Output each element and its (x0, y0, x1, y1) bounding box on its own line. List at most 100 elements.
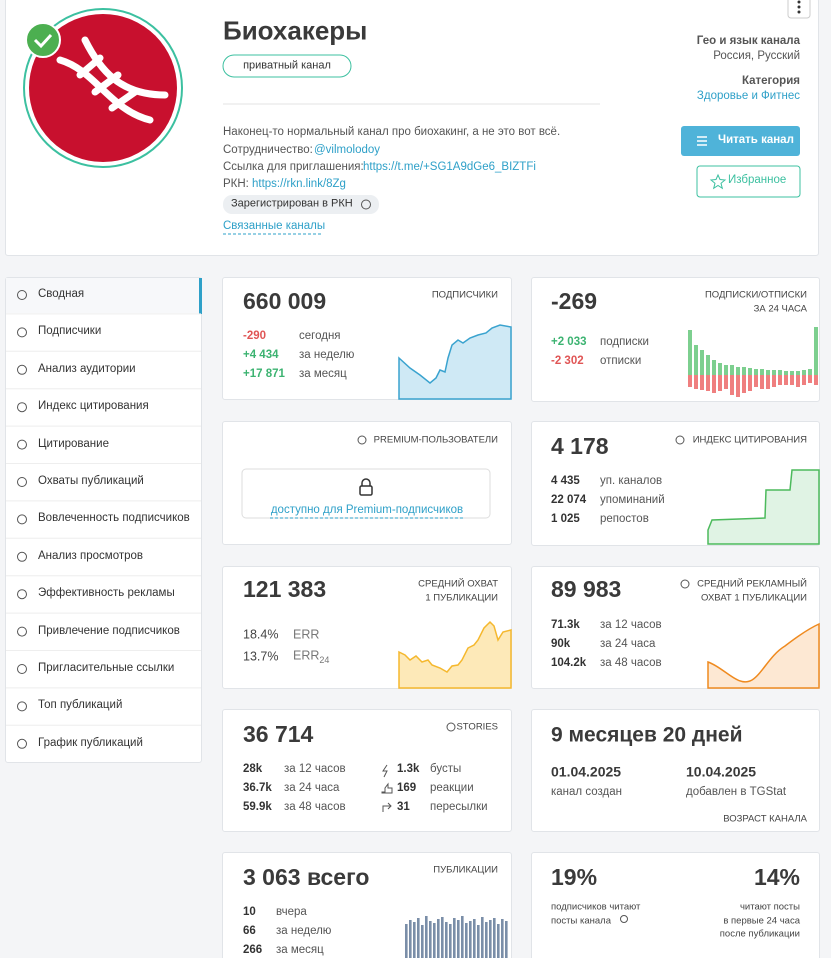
favorite-button[interactable]: Избранное (728, 174, 787, 187)
bar (485, 922, 488, 958)
card-title: ПОДПИСКИ/ОТПИСКИ (704, 289, 807, 301)
stat-label: ERR24 (293, 648, 330, 665)
stat-value: 66 (243, 925, 256, 938)
menu-link[interactable]: Охваты публикаций (38, 475, 144, 488)
bar (425, 916, 428, 958)
read-button[interactable] (681, 126, 800, 156)
stat-value: 4 435 (551, 475, 580, 488)
contact-link[interactable]: @vilmolodoy (314, 144, 381, 157)
bar (477, 925, 480, 958)
bar (688, 330, 692, 375)
menu-link[interactable]: Индекс цитирования (38, 400, 149, 413)
menu-link[interactable]: Пригласительные ссылки (38, 662, 175, 675)
avatar-logo (56, 36, 169, 124)
bar (814, 327, 818, 375)
stat-value: 90k (551, 638, 571, 651)
bar (742, 367, 746, 375)
bar (796, 371, 800, 375)
bar (730, 375, 734, 395)
bar (784, 375, 788, 385)
invite-link[interactable]: https://t.me/+SG1A9dGe6_BIZTFi (363, 161, 536, 174)
label: Ссылка для приглашения: (223, 161, 364, 174)
stat-value: 59.9k (243, 801, 272, 814)
menu-link[interactable]: Анализ аудитории (38, 362, 136, 375)
favorite-button[interactable] (696, 165, 801, 198)
bar (700, 350, 704, 375)
stat-number: 3 063 всего (243, 864, 370, 891)
stat-value: 36.7k (243, 782, 272, 795)
bar (405, 924, 408, 958)
bar (736, 375, 740, 397)
description: Наконец-то нормальный канал про биохакин… (223, 126, 561, 139)
bar (712, 375, 716, 393)
bar (772, 370, 776, 375)
card-title: СРЕДНИЙ РЕКЛАМНЫЙ (697, 578, 807, 590)
menu-link[interactable]: Подписчики (38, 325, 102, 338)
rkn-pill (223, 195, 379, 214)
bar (473, 919, 476, 958)
menu-link[interactable]: Цитирование (38, 437, 109, 450)
bar (766, 370, 770, 375)
stat-label: бусты (430, 763, 462, 776)
date-label: канал создан (551, 786, 622, 799)
caption: после публикации (719, 928, 800, 940)
channel-badge: приватный канал (243, 59, 331, 72)
verified-badge (25, 22, 61, 58)
stat-value: 71.3k (551, 619, 580, 632)
bar (694, 345, 698, 375)
bar (700, 375, 704, 390)
premium-link[interactable]: доступно для Premium-подписчиков (270, 504, 464, 517)
menu-button[interactable] (787, 0, 811, 19)
caption: посты канала (551, 914, 612, 926)
menu-link[interactable]: Привлечение подписчиков (38, 624, 180, 637)
bar (784, 371, 788, 375)
bar (808, 369, 812, 375)
bar (772, 375, 776, 387)
stat-label: ERR (293, 627, 320, 642)
stat-number: -269 (551, 288, 598, 315)
bar (736, 367, 740, 375)
stat-number: 14% (753, 864, 800, 891)
stat-value: 104.2k (551, 657, 587, 670)
active-indicator (199, 278, 202, 314)
menu-link[interactable]: Эффективность рекламы (38, 587, 175, 600)
bar (778, 370, 782, 375)
menu-link[interactable]: Анализ просмотров (38, 549, 144, 562)
bar (441, 917, 444, 958)
menu-icon (17, 664, 27, 674)
menu-link[interactable]: Вовлеченность подписчиков (38, 512, 190, 525)
related-link[interactable]: Связанные каналы (223, 220, 326, 233)
bar (814, 375, 818, 385)
bar (445, 922, 448, 958)
stat-number: 36 714 (243, 721, 314, 748)
card-title: ПУБЛИКАЦИИ (433, 864, 498, 876)
stat-label: за 12 часов (284, 763, 346, 776)
bar (802, 375, 806, 385)
category-link[interactable]: Здоровье и Фитнес (696, 90, 800, 103)
read-button[interactable]: Читать канал (718, 134, 794, 147)
menu-icon (17, 477, 27, 487)
bar (417, 918, 420, 958)
menu-icon (17, 327, 27, 338)
stat-value: 22 074 (551, 494, 587, 507)
sparkline (707, 469, 820, 545)
menu-icon (17, 626, 27, 637)
label: РКН: (223, 178, 249, 191)
card-title: STORIES (456, 721, 498, 733)
stat-value: 18.4% (243, 627, 279, 642)
menu-link[interactable]: Сводная (38, 288, 85, 301)
menu-link[interactable]: График публикаций (38, 736, 143, 749)
bar (790, 375, 794, 385)
menu-icon (17, 402, 27, 413)
bar (457, 920, 460, 958)
card-title: PREMIUM-ПОЛЬЗОВАТЕЛИ (373, 434, 498, 446)
card-title: ИНДЕКС ЦИТИРОВАНИЯ (692, 434, 807, 446)
rkn-link[interactable]: https://rkn.link/8Zg (252, 178, 346, 191)
menu-icon (17, 439, 27, 450)
menu-link[interactable]: Топ публикаций (38, 699, 123, 712)
card (531, 709, 820, 832)
bar (694, 375, 698, 389)
label: Гео и язык канала (696, 35, 800, 48)
stat-label: за неделю (276, 925, 332, 938)
